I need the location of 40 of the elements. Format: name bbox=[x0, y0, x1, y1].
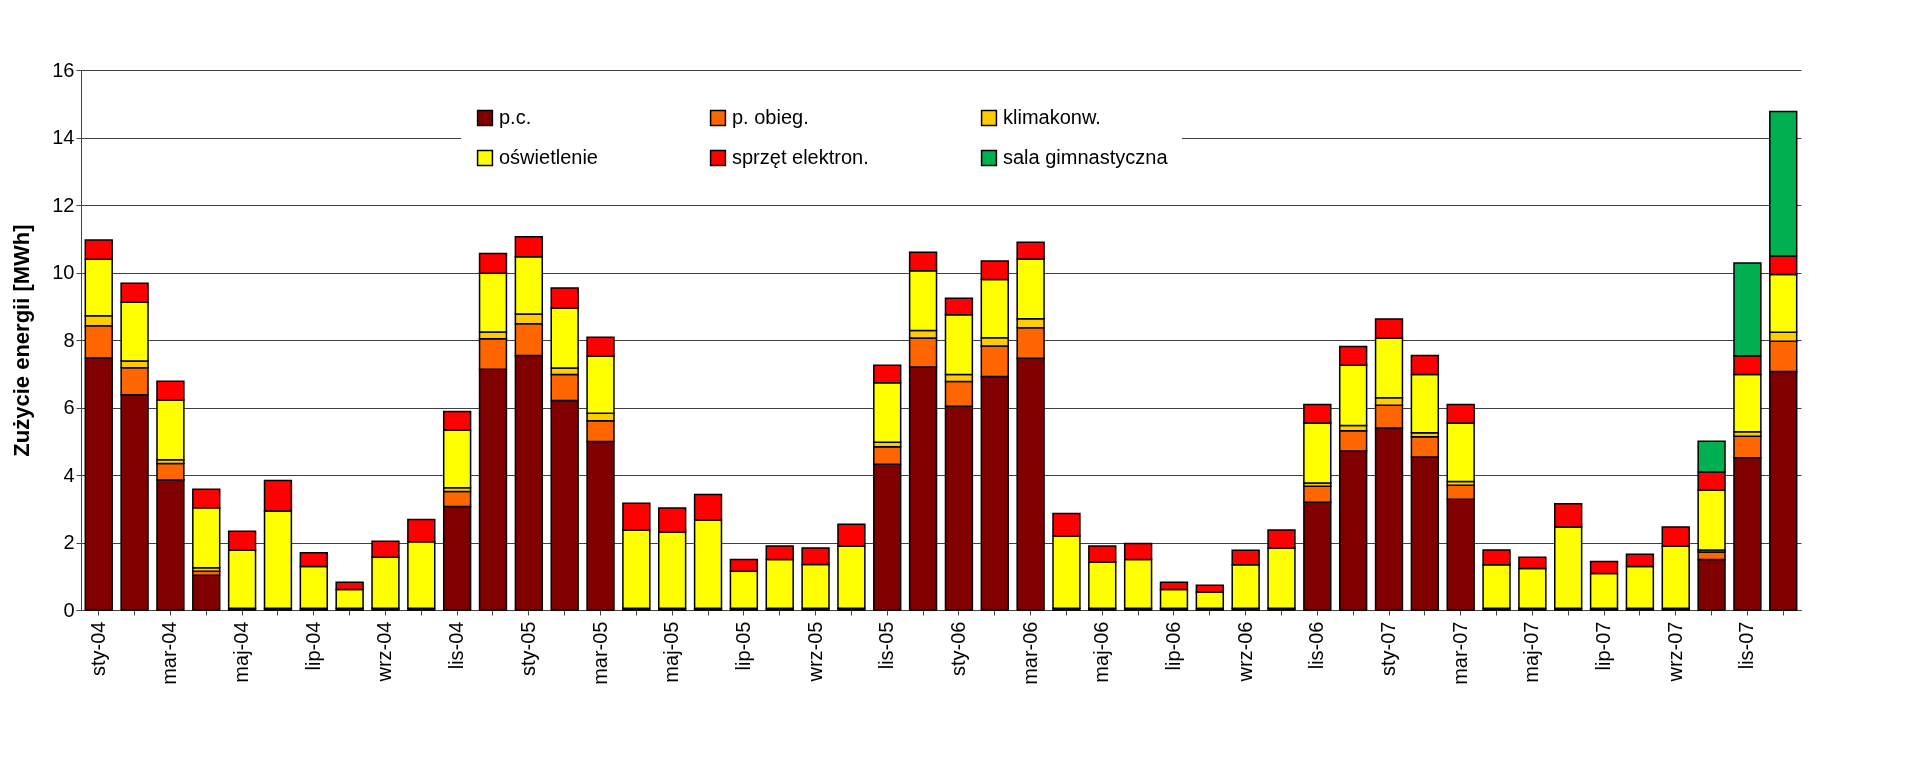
y-axis-title: Zużycie energii [MWh] bbox=[9, 224, 35, 457]
y-tick-label: 12 bbox=[52, 193, 75, 216]
x-tick-label: lip-05 bbox=[731, 621, 754, 671]
x-tick-label: sty-07 bbox=[1377, 621, 1400, 676]
y-tick-label: 0 bbox=[63, 598, 75, 621]
x-tick-label: lis-04 bbox=[445, 621, 468, 670]
y-tick-label: 10 bbox=[52, 261, 75, 283]
x-tick-label: maj-04 bbox=[230, 621, 253, 683]
y-tick-label: 4 bbox=[63, 463, 75, 486]
legend-label: sala gimnastyczna bbox=[1003, 146, 1169, 168]
y-tick-label: 2 bbox=[63, 531, 75, 553]
legend-label: oświetlenie bbox=[499, 146, 598, 168]
x-tick-label: lis-05 bbox=[875, 621, 898, 670]
x-tick-label: lip-07 bbox=[1592, 621, 1615, 671]
x-tick-label: sty-06 bbox=[946, 621, 969, 676]
x-tick-label: maj-05 bbox=[660, 621, 683, 683]
x-tick-label: sty-04 bbox=[86, 621, 109, 676]
x-tick-label: mar-05 bbox=[588, 621, 611, 685]
legend-label: p.c. bbox=[499, 106, 532, 128]
y-tick-label: 16 bbox=[52, 58, 75, 81]
x-tick-label: wrz-04 bbox=[373, 621, 396, 683]
x-tick-label: sty-05 bbox=[516, 621, 539, 676]
x-tick-label: wrz-07 bbox=[1663, 621, 1686, 683]
x-tick-label: wrz-05 bbox=[803, 621, 826, 683]
legend-label: p. obieg. bbox=[732, 106, 809, 128]
y-tick-label: 8 bbox=[63, 328, 75, 351]
x-tick-label: lis-06 bbox=[1305, 621, 1328, 670]
x-tick-label: mar-04 bbox=[158, 621, 181, 685]
legend-label: klimakonw. bbox=[1003, 106, 1101, 128]
x-tick-label: mar-06 bbox=[1018, 621, 1041, 685]
x-tick-label: wrz-06 bbox=[1233, 621, 1256, 683]
y-tick-label: 6 bbox=[63, 396, 75, 418]
x-tick-label: maj-07 bbox=[1520, 621, 1543, 683]
legend-label: sprzęt elektron. bbox=[732, 146, 869, 168]
x-tick-label: lip-06 bbox=[1161, 621, 1184, 671]
x-tick-label: maj-06 bbox=[1090, 621, 1113, 683]
x-tick-label: mar-07 bbox=[1448, 621, 1471, 685]
x-tick-label: lis-07 bbox=[1735, 621, 1758, 670]
y-tick-label: 14 bbox=[52, 126, 75, 148]
x-tick-label: lip-04 bbox=[301, 621, 324, 671]
